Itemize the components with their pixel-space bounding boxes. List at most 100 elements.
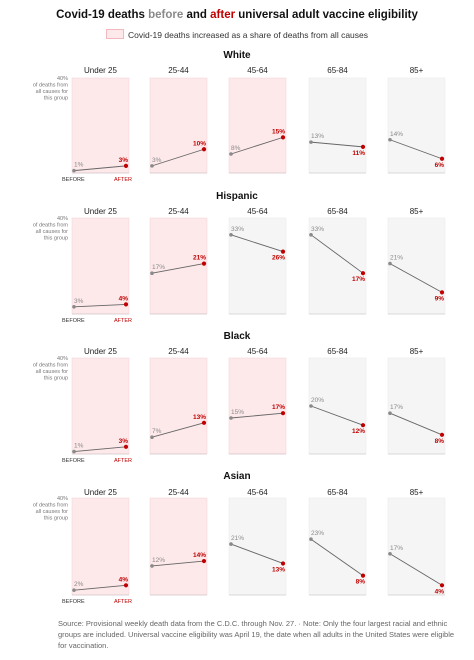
x-label-after-asian: AFTER: [114, 599, 132, 605]
point-before-asian-2: [229, 542, 233, 546]
chart-title: Covid-19 deaths before and after univers…: [0, 9, 474, 21]
point-before-hispanic-4: [388, 261, 392, 266]
y-axis-label: of deaths from: [33, 363, 69, 369]
point-before-white-1: [150, 164, 154, 168]
panel-background-asian-1: [149, 497, 208, 596]
point-after-black-4: [439, 432, 445, 437]
value-label-after-asian-2: 13%: [272, 566, 285, 573]
x-label-before-white: BEFORE: [62, 177, 85, 183]
point-after-white-3: [360, 144, 366, 149]
point-before-hispanic-2: [229, 233, 233, 237]
point-after-hispanic-3: [360, 271, 366, 276]
panel-background-hispanic-3: [308, 217, 367, 315]
panel-background-asian-3: [308, 497, 367, 596]
group-title-black: Black: [224, 331, 251, 342]
panel-background-white-3: [308, 77, 367, 174]
value-label-after-asian-4: 4%: [435, 588, 445, 595]
panel-background-asian-4: [387, 497, 446, 596]
y-axis-label: of deaths from: [33, 223, 69, 229]
value-label-after-asian-1: 14%: [193, 552, 206, 559]
trend-line-white-0: [73, 165, 127, 172]
value-label-after-black-1: 13%: [193, 414, 206, 421]
panel-background-white-0: [71, 77, 130, 174]
value-label-before-white-3: 13%: [311, 133, 324, 140]
value-label-after-white-1: 10%: [193, 140, 206, 147]
value-label-after-black-0: 3%: [119, 438, 129, 445]
value-label-after-white-2: 15%: [272, 128, 285, 135]
point-before-hispanic-3: [309, 233, 313, 237]
trend-line-white-3: [310, 141, 364, 148]
point-before-black-0: [72, 449, 76, 454]
point-before-asian-1: [150, 564, 154, 568]
title-suffix: universal adult vaccine eligibility: [235, 9, 418, 21]
y-axis-label: of deaths from: [33, 503, 69, 509]
x-label-before-asian: BEFORE: [62, 599, 85, 605]
x-label-before-hispanic: BEFORE: [62, 318, 85, 324]
trend-line-hispanic-1: [151, 263, 205, 274]
value-label-after-white-0: 3%: [119, 157, 129, 164]
value-label-before-white-1: 3%: [152, 157, 162, 164]
point-after-black-1: [201, 420, 207, 425]
x-label-after-white: AFTER: [114, 177, 132, 183]
value-label-before-black-0: 1%: [74, 443, 84, 450]
point-before-white-3: [309, 140, 313, 144]
age-label-asian-4: 85+: [410, 488, 424, 497]
point-after-hispanic-2: [280, 249, 286, 254]
age-label-asian-0: Under 25: [84, 488, 117, 497]
value-label-after-asian-3: 8%: [356, 579, 366, 586]
trend-line-white-2: [230, 136, 284, 155]
point-before-black-1: [150, 435, 154, 440]
point-after-black-0: [123, 444, 129, 449]
point-after-white-2: [280, 135, 286, 140]
trend-line-black-3: [310, 405, 364, 426]
trend-line-hispanic-2: [230, 234, 284, 253]
value-label-before-asian-1: 12%: [152, 557, 165, 564]
y-axis-label: of deaths from: [33, 83, 69, 89]
point-before-white-2: [229, 152, 233, 156]
value-label-before-hispanic-3: 33%: [311, 226, 324, 233]
age-label-hispanic-1: 25-44: [168, 207, 189, 216]
point-before-white-0: [72, 168, 76, 173]
value-label-after-white-3: 11%: [352, 150, 365, 157]
point-after-white-1: [201, 147, 207, 152]
point-before-black-3: [309, 404, 313, 408]
trend-line-asian-3: [310, 538, 364, 576]
y-axis-label: all causes for: [36, 509, 69, 515]
value-label-before-asian-2: 21%: [231, 535, 244, 542]
age-label-hispanic-4: 85+: [410, 207, 424, 216]
y-axis-label: this group: [44, 516, 68, 522]
value-label-after-black-2: 17%: [272, 404, 285, 411]
age-label-black-4: 85+: [410, 347, 424, 356]
trend-line-black-1: [151, 422, 205, 438]
point-before-black-2: [229, 416, 233, 420]
value-label-before-asian-3: 23%: [311, 530, 324, 537]
y-axis-label: this group: [44, 236, 68, 242]
trend-line-black-4: [389, 412, 443, 436]
group-title-hispanic: Hispanic: [216, 191, 258, 202]
value-label-before-black-1: 7%: [152, 428, 162, 435]
legend: Covid-19 deaths increased as a share of …: [0, 29, 474, 40]
age-label-black-2: 45-64: [247, 347, 268, 356]
point-before-asian-0: [72, 588, 76, 592]
y-axis-label: this group: [44, 96, 68, 102]
value-label-before-hispanic-0: 3%: [74, 298, 84, 305]
value-label-after-black-3: 12%: [352, 428, 365, 435]
trend-line-asian-1: [151, 560, 205, 567]
title-after-word: after: [210, 9, 236, 21]
age-label-white-0: Under 25: [84, 66, 117, 75]
point-after-asian-0: [123, 583, 129, 588]
trend-line-asian-0: [73, 584, 127, 591]
age-label-black-0: Under 25: [84, 347, 117, 356]
value-label-before-asian-4: 17%: [390, 545, 403, 552]
panel-background-hispanic-2: [228, 217, 287, 315]
point-after-white-0: [123, 163, 129, 168]
point-after-hispanic-4: [439, 290, 445, 295]
group-title-white: White: [223, 50, 251, 61]
point-after-hispanic-1: [201, 261, 207, 266]
trend-line-white-1: [151, 148, 205, 167]
point-after-black-3: [360, 423, 366, 428]
panel-background-black-1: [149, 357, 208, 455]
point-before-white-4: [388, 137, 392, 142]
value-label-before-white-2: 8%: [231, 145, 241, 152]
